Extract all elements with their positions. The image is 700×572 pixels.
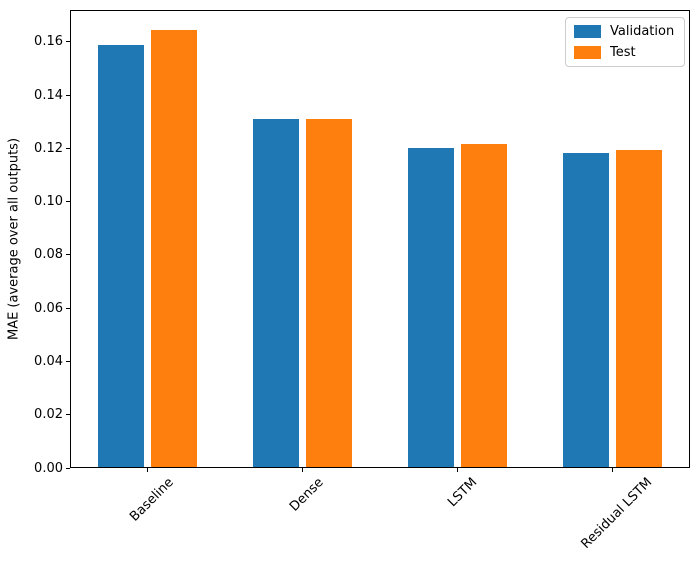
y-tick-label: 0.00: [34, 460, 63, 476]
legend-item-validation: Validation: [574, 24, 674, 39]
y-tick-mark: [66, 147, 70, 149]
y-tick-label: 0.14: [34, 87, 63, 103]
x-tick-label: Residual LSTM: [578, 475, 656, 552]
bar-validation-baseline: [97, 44, 145, 467]
y-tick-label: 0.04: [34, 353, 63, 369]
legend-color-swatch-test: [574, 46, 601, 59]
x-tick-mark: [147, 468, 148, 472]
y-tick-label: 0.12: [34, 140, 63, 156]
bar-validation-residual-lstm: [562, 153, 610, 467]
legend-color-swatch-validation: [574, 25, 601, 38]
y-tick-mark: [66, 41, 70, 43]
bar-validation-lstm: [407, 148, 455, 467]
y-tick-mark: [66, 414, 70, 416]
y-tick-mark: [66, 307, 70, 309]
y-tick-mark: [66, 360, 70, 362]
bar-test-residual-lstm: [615, 150, 663, 467]
legend-item-test: Test: [574, 45, 674, 60]
y-tick-label: 0.02: [34, 407, 63, 423]
x-tick-label: LSTM: [444, 475, 480, 511]
y-tick-label: 0.10: [34, 194, 63, 210]
x-tick-mark: [457, 468, 458, 472]
bar-test-lstm: [460, 144, 508, 467]
y-axis-label: MAE (average over all outputs): [6, 137, 22, 341]
y-tick-label: 0.08: [34, 247, 63, 263]
bar-validation-dense: [252, 118, 300, 467]
bar-test-baseline: [150, 30, 198, 467]
x-tick-label: Dense: [287, 475, 327, 515]
bar-test-dense: [305, 118, 353, 467]
y-tick-mark: [66, 467, 70, 469]
legend: Validation Test: [565, 17, 686, 67]
x-tick-mark: [612, 468, 613, 472]
y-tick-label: 0.06: [34, 300, 63, 316]
y-tick-mark: [66, 94, 70, 96]
legend-label: Test: [610, 45, 636, 60]
y-tick-label: 0.16: [34, 34, 63, 50]
x-tick-label: Baseline: [127, 475, 177, 525]
x-tick-mark: [302, 468, 303, 472]
legend-label: Validation: [610, 24, 675, 39]
y-tick-mark: [66, 254, 70, 256]
y-tick-mark: [66, 201, 70, 203]
